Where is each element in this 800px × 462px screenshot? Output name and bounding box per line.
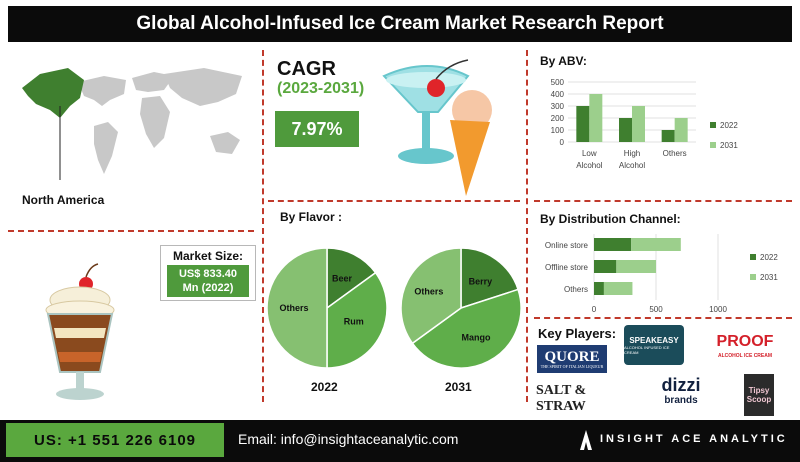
speakeasy-logo-tagline: ALCOHOL INFUSED ICE CREAM [624, 344, 670, 355]
abv-bar-2031 [589, 94, 603, 142]
market-size-line1: US$ 833.40 [178, 268, 238, 280]
market-size-value: US$ 833.40 Mn (2022) [167, 265, 249, 297]
pie-slice-rum [326, 271, 388, 369]
speakeasy-logo-text: SPEAKEASY [629, 335, 679, 345]
abv-y-tick-label: 200 [551, 114, 565, 123]
abv-bar-2022 [576, 106, 590, 142]
pie-year-2022: 2022 [311, 380, 338, 394]
abv-y-tick-label: 500 [551, 78, 565, 87]
pie-slice-others [266, 247, 328, 369]
abv-bar-2031 [674, 118, 688, 142]
distribution-title: By Distribution Channel: [540, 212, 681, 226]
dizzi-brands-logo: dizzi brands [648, 376, 714, 410]
pie-label-others: Others [279, 303, 308, 313]
cagr-value: 7.97% [275, 111, 359, 147]
pie-slice-berry [460, 247, 520, 310]
tipsy-scoop-logo: Tipsy Scoop [744, 374, 774, 416]
dizzi-logo-text: dizzi [661, 375, 701, 395]
world-map [22, 68, 242, 180]
distribution-category-label: Online store [545, 241, 589, 250]
divider-mid-horizontal [268, 200, 520, 202]
distribution-bar-2031 [603, 282, 633, 295]
pie-label-rum: Rum [344, 317, 364, 327]
pie-slice-mango [411, 288, 522, 369]
abv-category-label: High [624, 149, 640, 158]
distribution-x-tick-label: 0 [592, 305, 597, 314]
brand-icon [580, 430, 592, 450]
divider-right-horizontal-2 [534, 317, 792, 319]
abv-category-label: Others [663, 149, 687, 158]
pie-label-beer: Beer [332, 274, 353, 284]
cagr-period: (2023-2031) [277, 80, 365, 97]
distribution-category-label: Offline store [545, 263, 589, 272]
pie-label-others: Others [414, 287, 443, 297]
proof-logo: PROOF ALCOHOL ICE CREAM [698, 333, 792, 362]
quore-logo-tagline: THE SPIRIT OF ITALIAN LIQUEUR [540, 363, 604, 369]
abv-category-label: Alcohol [576, 161, 602, 170]
distribution-legend-swatch-2031 [750, 274, 756, 280]
pie-slice-beer [326, 247, 377, 310]
abv-bar-2022 [619, 118, 632, 142]
brand-name: INSIGHT ACE ANALYTIC [600, 433, 788, 445]
proof-logo-tagline: ALCOHOL ICE CREAM [717, 353, 773, 359]
abv-legend-label-2022: 2022 [720, 121, 738, 130]
market-size-line2: Mn (2022) [182, 282, 234, 294]
pie-year-2031: 2031 [445, 380, 472, 394]
pie-chart-2031: Berry Mango Others [400, 247, 522, 369]
distribution-bar-2022 [594, 260, 617, 273]
quore-logo: QUORE THE SPIRIT OF ITALIAN LIQUEUR [537, 345, 607, 373]
distribution-bar-2022 [594, 282, 604, 295]
sundae-illustration [45, 263, 115, 400]
abv-category-label: Alcohol [619, 161, 645, 170]
abv-title: By ABV: [540, 54, 587, 68]
cocktail-illustration [382, 59, 492, 196]
distribution-legend-swatch-2022 [750, 254, 756, 260]
divider-left [262, 50, 264, 402]
distribution-bar-2031 [631, 238, 681, 251]
flavor-pies: Beer Rum Others Berry Mango Others [266, 247, 522, 369]
flavor-title: By Flavor : [280, 210, 343, 224]
divider-right-horizontal-1 [534, 200, 792, 202]
distribution-bar-2022 [594, 238, 632, 251]
abv-bar-2031 [632, 106, 645, 142]
distribution-legend-label-2022: 2022 [760, 253, 778, 262]
abv-bar-chart: 0 100 200 300 400 500 Low Alcohol High Alcohol Oth… [551, 78, 739, 170]
divider-right [526, 50, 528, 402]
abv-legend-swatch-2031 [710, 142, 716, 148]
market-size-title: Market Size: [172, 249, 244, 263]
abv-category-label: Low [582, 149, 597, 158]
cagr-title: CAGR [277, 58, 336, 80]
distribution-bar-2031 [616, 260, 656, 273]
pie-label-berry: Berry [469, 276, 493, 286]
abv-legend-swatch-2022 [710, 122, 716, 128]
pie-slice-others [400, 247, 462, 345]
abv-y-tick-label: 400 [551, 90, 565, 99]
email-contact[interactable]: Email: info@insightaceanalytic.com [238, 431, 459, 447]
north-america-highlight [22, 68, 84, 118]
distribution-x-tick-label: 500 [649, 305, 663, 314]
proof-logo-text: PROOF [716, 333, 774, 350]
pie-label-mango: Mango [461, 332, 490, 342]
quore-logo-text: QUORE [544, 348, 600, 365]
abv-bar-2022 [661, 130, 675, 142]
phone-number[interactable]: US: +1 551 226 6109 [6, 423, 224, 457]
distribution-x-tick-label: 1000 [709, 305, 727, 314]
speakeasy-logo: SPEAKEASY ALCOHOL INFUSED ICE CREAM [624, 325, 684, 365]
abv-legend-label-2031: 2031 [720, 141, 738, 150]
divider-left-horizontal [8, 230, 254, 232]
market-size-card: Market Size: US$ 833.40 Mn (2022) [160, 245, 256, 301]
region-label: North America [22, 193, 105, 207]
key-players-title: Key Players: [538, 326, 617, 341]
distribution-bar-chart: 0 500 1000 Online store Offline store Others 2… [545, 234, 778, 314]
pie-chart-2022: Beer Rum Others [266, 247, 388, 369]
abv-y-tick-label: 300 [551, 102, 565, 111]
abv-y-tick-label: 0 [560, 138, 565, 147]
salt-and-straw-logo: SALT & STRAW [536, 383, 587, 414]
distribution-legend-label-2031: 2031 [760, 273, 778, 282]
distribution-category-label: Others [564, 285, 588, 294]
dizzi-logo-tagline: brands [664, 395, 698, 406]
abv-y-tick-label: 100 [551, 126, 565, 135]
report-title: Global Alcohol-Infused Ice Cream Market … [8, 6, 792, 42]
